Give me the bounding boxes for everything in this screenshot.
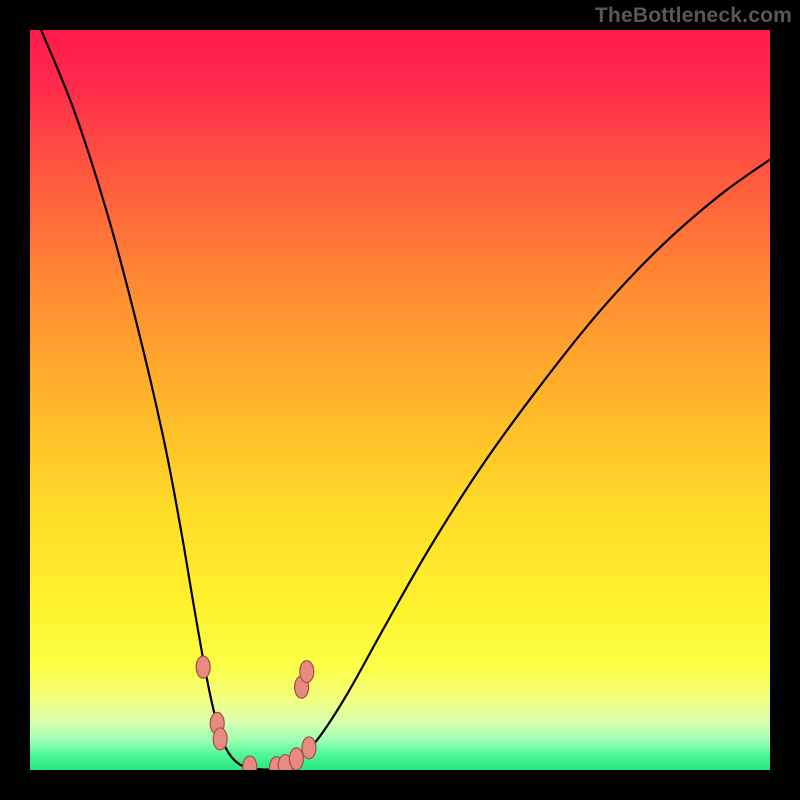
chart-frame: TheBottleneck.com [0,0,800,800]
curve-marker [289,748,303,770]
plot-area [30,30,770,770]
curve-marker [196,656,210,678]
curve-marker [302,737,316,759]
curve-marker [300,661,314,683]
bottleneck-curve [30,30,770,770]
curve-marker [213,728,227,750]
curve-marker [243,756,257,770]
watermark-text: TheBottleneck.com [595,4,792,28]
